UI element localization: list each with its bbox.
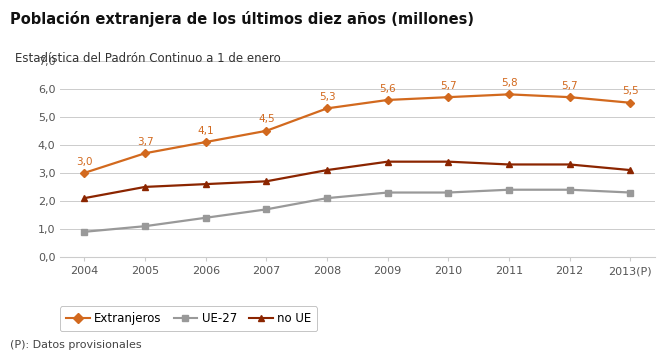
UE-27	[141, 224, 149, 228]
Text: 5,6: 5,6	[379, 84, 396, 94]
UE-27	[566, 187, 574, 192]
Extranjeros	[505, 92, 513, 96]
Extranjeros	[383, 98, 391, 102]
Line: no UE: no UE	[81, 158, 634, 202]
UE-27	[383, 190, 391, 195]
Text: 5,8: 5,8	[501, 78, 517, 88]
no UE	[141, 185, 149, 189]
Text: Estadística del Padrón Continuo a 1 de enero: Estadística del Padrón Continuo a 1 de e…	[15, 52, 281, 65]
UE-27	[263, 207, 271, 211]
Text: 3,0: 3,0	[76, 157, 93, 167]
Extranjeros	[202, 140, 210, 144]
Text: Población extranjera de los últimos diez años (millones): Población extranjera de los últimos diez…	[10, 11, 474, 27]
UE-27	[202, 216, 210, 220]
no UE	[505, 162, 513, 167]
Extranjeros	[263, 129, 271, 133]
UE-27	[627, 190, 635, 195]
Line: UE-27: UE-27	[81, 187, 633, 235]
UE-27	[323, 196, 331, 200]
Extranjeros	[444, 95, 452, 99]
Extranjeros	[323, 106, 331, 111]
Line: Extranjeros: Extranjeros	[81, 91, 633, 176]
no UE	[202, 182, 210, 186]
Text: (P): Datos provisionales: (P): Datos provisionales	[10, 340, 142, 350]
no UE	[444, 160, 452, 164]
no UE	[263, 179, 271, 183]
Extranjeros	[566, 95, 574, 99]
Text: 5,3: 5,3	[319, 92, 335, 102]
Extranjeros	[80, 171, 88, 175]
Text: 4,1: 4,1	[198, 126, 214, 136]
Extranjeros	[141, 151, 149, 155]
no UE	[80, 196, 88, 200]
Text: 4,5: 4,5	[258, 115, 275, 125]
no UE	[383, 160, 391, 164]
Text: 5,5: 5,5	[622, 86, 639, 96]
UE-27	[80, 230, 88, 234]
Text: 5,7: 5,7	[440, 81, 457, 91]
no UE	[323, 168, 331, 172]
Text: 3,7: 3,7	[137, 137, 154, 147]
Legend: Extranjeros, UE-27, no UE: Extranjeros, UE-27, no UE	[60, 306, 317, 331]
Text: 5,7: 5,7	[561, 81, 578, 91]
Extranjeros	[627, 101, 635, 105]
no UE	[627, 168, 635, 172]
no UE	[566, 162, 574, 167]
UE-27	[505, 187, 513, 192]
UE-27	[444, 190, 452, 195]
